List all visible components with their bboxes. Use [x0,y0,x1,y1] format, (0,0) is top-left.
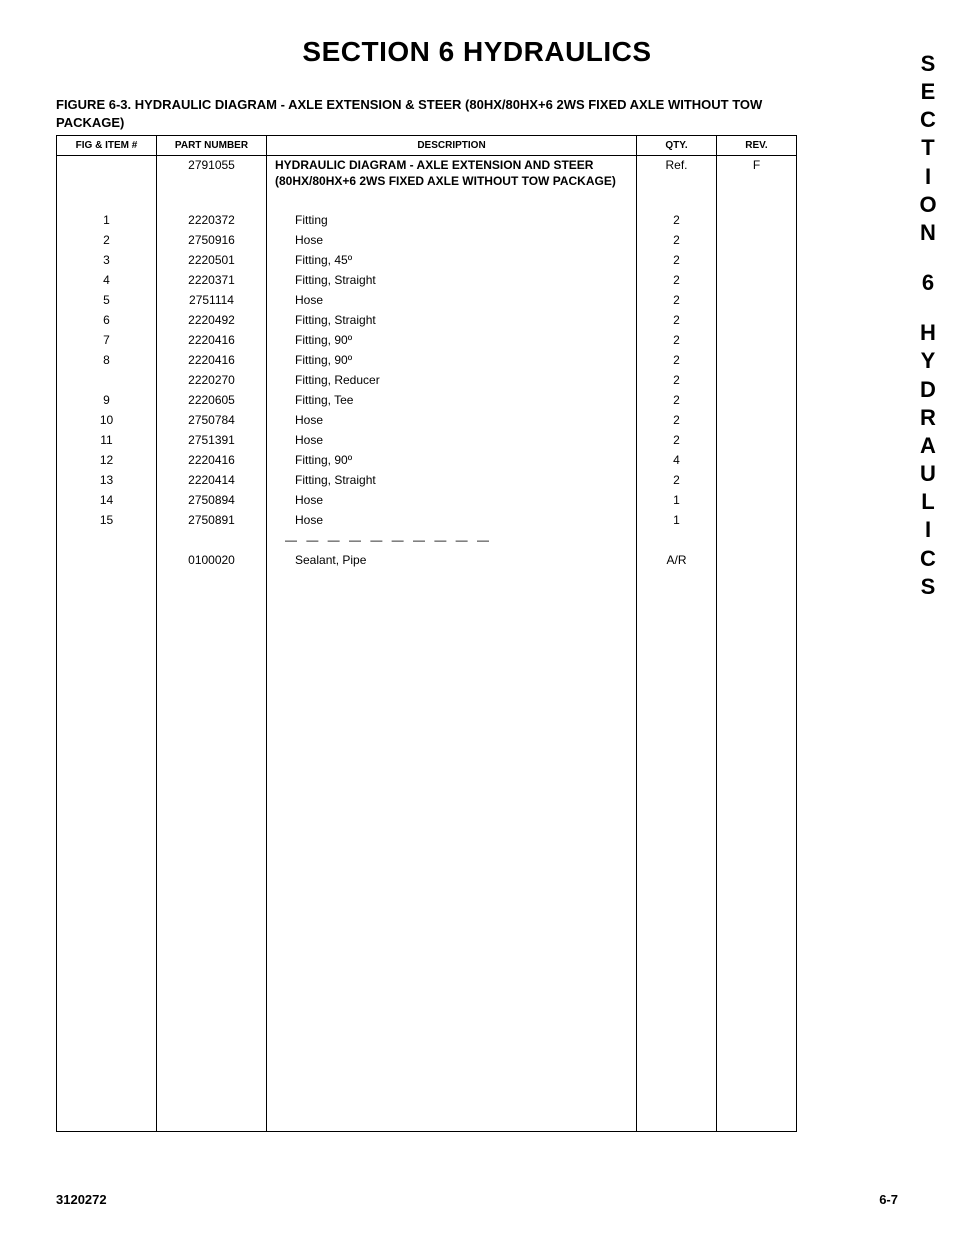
table-row: 6 2220492 Fitting, Straight 2 [57,311,797,331]
table-row: 2220270 Fitting, Reducer 2 [57,371,797,391]
col-header-qty: QTY. [637,136,717,156]
table-row: 3 2220501 Fitting, 45º 2 [57,251,797,271]
col-header-part: PART NUMBER [157,136,267,156]
cell-part: 2791055 [157,156,267,192]
parts-table: FIG & ITEM # PART NUMBER DESCRIPTION QTY… [56,135,797,1132]
table-row: 11 2751391 Hose 2 [57,431,797,451]
table-row: 4 2220371 Fitting, Straight 2 [57,271,797,291]
cell-rev: F [717,156,797,192]
filler-row [57,571,797,1131]
side-tab: SECTION 6 HYDRAULICS [918,50,938,601]
cell-fig [57,156,157,192]
table-row: 1 2220372 Fitting 2 [57,211,797,231]
table-header-row: FIG & ITEM # PART NUMBER DESCRIPTION QTY… [57,136,797,156]
table-row: 9 2220605 Fitting, Tee 2 [57,391,797,411]
table-row: 5 2751114 Hose 2 [57,291,797,311]
cell-desc: HYDRAULIC DIAGRAM - AXLE EXTENSION AND S… [267,156,637,192]
table-row: 15 2750891 Hose 1 [57,511,797,531]
table-row: 14 2750894 Hose 1 [57,491,797,511]
table-row: 8 2220416 Fitting, 90º 2 [57,351,797,371]
dash-line: — — — — — — — — — — [267,531,637,551]
footer-right: 6-7 [879,1192,898,1207]
page: SECTION 6 HYDRAULICS FIGURE 6-3. HYDRAUL… [0,0,954,1235]
separator-row: — — — — — — — — — — [57,531,797,551]
col-header-fig: FIG & ITEM # [57,136,157,156]
figure-caption: FIGURE 6-3. HYDRAULIC DIAGRAM - AXLE EXT… [56,96,796,131]
cell-desc: Fitting [267,211,637,231]
footer-left: 3120272 [56,1192,107,1207]
cell-fig: 1 [57,211,157,231]
col-header-rev: REV. [717,136,797,156]
table-row: 13 2220414 Fitting, Straight 2 [57,471,797,491]
side-tab-bot: HYDRAULICS [918,319,938,601]
table-row: 7 2220416 Fitting, 90º 2 [57,331,797,351]
side-tab-mid: 6 [918,269,938,297]
spacer-row [57,191,797,211]
cell-qty: Ref. [637,156,717,192]
assembly-header-row: 2791055 HYDRAULIC DIAGRAM - AXLE EXTENSI… [57,156,797,192]
table-row: 10 2750784 Hose 2 [57,411,797,431]
cell-rev [717,211,797,231]
col-header-desc: DESCRIPTION [267,136,637,156]
section-title: SECTION 6 HYDRAULICS [56,36,898,68]
side-tab-top: SECTION [918,50,938,247]
table-row: 2 2750916 Hose 2 [57,231,797,251]
table-row: 12 2220416 Fitting, 90º 4 [57,451,797,471]
cell-part: 2220372 [157,211,267,231]
footer: 3120272 6-7 [56,1192,898,1207]
table-row: 0100020 Sealant, Pipe A/R [57,551,797,571]
cell-qty: 2 [637,211,717,231]
